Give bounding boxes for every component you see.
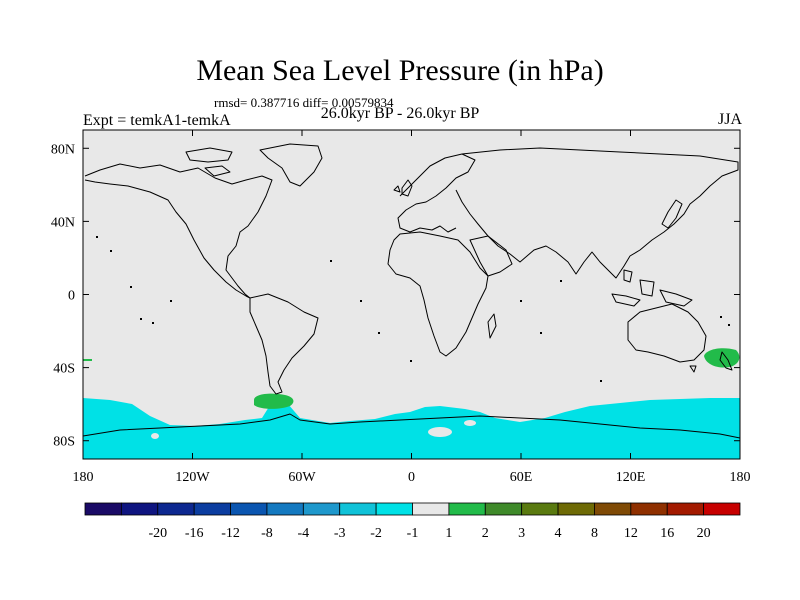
coast-africa bbox=[387, 231, 489, 357]
island-dot bbox=[170, 300, 172, 302]
band-gap bbox=[464, 420, 476, 426]
island-dot bbox=[378, 332, 380, 334]
period-label: 26.0kyr BP - 26.0kyr BP bbox=[320, 105, 480, 122]
y-tick-label: 40S bbox=[53, 362, 75, 377]
colorbar-label: 1 bbox=[445, 526, 452, 541]
x-tick-label: 60E bbox=[510, 470, 533, 485]
colorbar-label: 2 bbox=[482, 526, 489, 541]
island-dot bbox=[152, 322, 154, 324]
colorbar-swatch bbox=[193, 502, 231, 516]
colorbar-label: 12 bbox=[624, 526, 638, 541]
colorbar-swatch bbox=[84, 502, 122, 516]
colorbar-label: -8 bbox=[261, 526, 273, 541]
x-tick-label: 120W bbox=[175, 470, 210, 485]
stats-label: rmsd= 0.387716 diff= 0.00579834 bbox=[214, 95, 394, 110]
x-tick-label: 60W bbox=[288, 470, 316, 485]
y-axis: 80N 40N 0 40S 80S bbox=[51, 142, 740, 450]
colorbar-swatch bbox=[521, 502, 559, 516]
y-tick-label: 0 bbox=[68, 289, 75, 304]
colorbar-swatch bbox=[630, 502, 668, 516]
colorbar-label: -16 bbox=[185, 526, 204, 541]
colorbar-label: -2 bbox=[370, 526, 382, 541]
colorbar-swatch bbox=[448, 502, 486, 516]
y-tick-label: 80N bbox=[51, 142, 75, 157]
colorbar-labels: -20 -16 -12 -8 -4 -3 -2 -1 1 2 3 4 8 12 16 20 bbox=[148, 526, 710, 541]
band-gap bbox=[151, 433, 159, 439]
coast-new-zealand bbox=[719, 351, 733, 371]
x-tick-label: 180 bbox=[730, 470, 751, 485]
colorbar-swatch bbox=[412, 502, 450, 516]
island-dot bbox=[96, 236, 98, 238]
colorbar-label: 3 bbox=[518, 526, 525, 541]
coast-arabia bbox=[469, 235, 513, 277]
x-tick-label: 120E bbox=[616, 470, 646, 485]
coast-europe bbox=[397, 153, 476, 233]
colorbar-label: -1 bbox=[407, 526, 419, 541]
island-dot bbox=[600, 380, 602, 382]
x-tick-label: 180 bbox=[73, 470, 94, 485]
x-axis: 180 120W 60W 0 60E 120E 180 bbox=[73, 130, 751, 485]
island-dot bbox=[360, 300, 362, 302]
coast-greenland bbox=[259, 143, 323, 187]
island-dot bbox=[520, 300, 522, 302]
island-dot bbox=[330, 260, 332, 262]
coast-south-america bbox=[249, 293, 319, 395]
coast-se-asia-islands bbox=[611, 269, 693, 307]
colorbar-swatch bbox=[557, 502, 595, 516]
experiment-label: Expt = temkA1-temkA bbox=[83, 112, 231, 129]
colorbar-swatch bbox=[302, 502, 341, 516]
colorbar-swatch bbox=[666, 502, 705, 516]
new-zealand-anomaly bbox=[704, 348, 740, 368]
coast-australia bbox=[627, 303, 707, 363]
x-tick-label: 0 bbox=[408, 470, 415, 485]
island-dot bbox=[540, 332, 542, 334]
band-gap bbox=[428, 427, 452, 437]
coast-japan bbox=[661, 199, 683, 229]
island-dot bbox=[720, 316, 722, 318]
colorbar-swatch bbox=[484, 502, 523, 516]
coast-uk bbox=[393, 179, 413, 197]
coast-arctic-islands bbox=[185, 147, 233, 177]
coast-tasmania bbox=[689, 365, 697, 373]
colorbar-swatch bbox=[266, 502, 304, 516]
season-label: JJA bbox=[717, 111, 742, 128]
colorbar-swatch bbox=[594, 502, 632, 516]
colorbar-swatch bbox=[339, 502, 377, 516]
island-dot bbox=[410, 360, 412, 362]
colorbar-swatch bbox=[120, 502, 159, 516]
island-dot bbox=[560, 280, 562, 282]
map-area bbox=[82, 129, 741, 460]
colorbar-swatch bbox=[230, 502, 268, 516]
coast-antarctica bbox=[83, 413, 740, 439]
island-dot bbox=[130, 286, 132, 288]
island-dot bbox=[110, 250, 112, 252]
island-dots bbox=[96, 236, 730, 382]
coast-asia bbox=[455, 147, 739, 279]
y-tick-label: 40N bbox=[51, 215, 75, 230]
coast-madagascar bbox=[487, 313, 497, 339]
coastlines bbox=[83, 143, 740, 439]
colorbar-swatch bbox=[703, 502, 741, 516]
colorbar-label: 20 bbox=[697, 526, 711, 541]
coast-north-america bbox=[84, 163, 273, 299]
colorbar bbox=[84, 502, 741, 516]
colorbar-label: -4 bbox=[297, 526, 309, 541]
colorbar-swatch bbox=[375, 502, 413, 516]
y-tick-label: 80S bbox=[53, 435, 75, 450]
island-dot bbox=[140, 318, 142, 320]
map-title: Mean Sea Level Pressure (in hPa) bbox=[196, 54, 604, 87]
west-edge-anomaly bbox=[83, 359, 92, 361]
island-dot bbox=[728, 324, 730, 326]
colorbar-label: -20 bbox=[148, 526, 167, 541]
colorbar-label: -3 bbox=[334, 526, 346, 541]
colorbar-label: 8 bbox=[591, 526, 598, 541]
colorbar-label: 4 bbox=[555, 526, 562, 541]
colorbar-swatch bbox=[157, 502, 195, 516]
southern-ocean-anomaly bbox=[83, 398, 740, 459]
colorbar-label: 16 bbox=[660, 526, 674, 541]
south-america-anomaly bbox=[254, 393, 294, 409]
colorbar-label: -12 bbox=[221, 526, 240, 541]
